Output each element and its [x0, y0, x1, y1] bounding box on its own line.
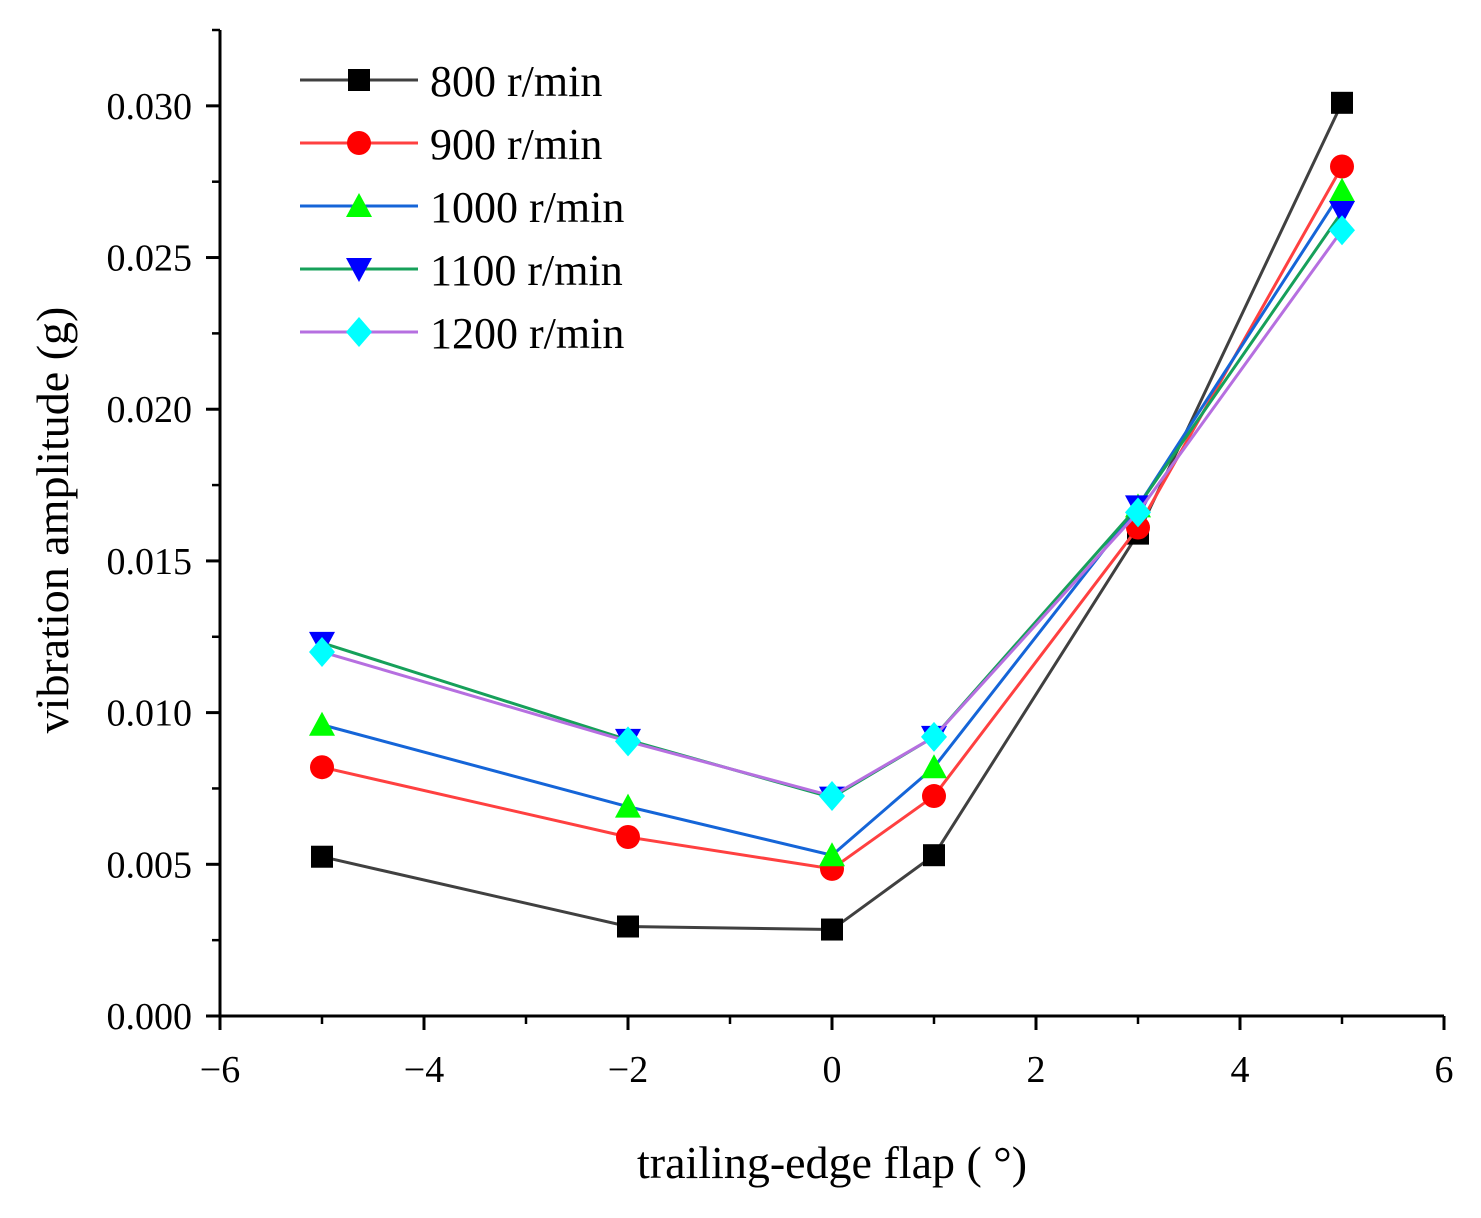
axes: −6 −4 −2 0 2 4 6 0.000 0.005 0.010 0.015 0.020 0.025…	[107, 28, 1454, 1091]
y-tick-label: 0.020	[107, 389, 193, 431]
data-point	[1126, 515, 1150, 540]
legend: 800 r/min 900 r/min 1000 r/min 1100 r/min 12…	[300, 57, 624, 358]
data-point	[821, 918, 843, 941]
legend-item: 1200 r/min	[300, 309, 624, 358]
series-800-r-min	[311, 91, 1353, 941]
legend-label: 900 r/min	[430, 120, 602, 169]
legend-label: 1000 r/min	[430, 183, 624, 232]
legend-item: 900 r/min	[300, 120, 602, 169]
x-tick-label: 6	[1435, 1049, 1454, 1091]
x-tick-label: 0	[823, 1049, 842, 1091]
data-point	[819, 842, 845, 867]
y-axis-title: vibration amplitude (g)	[27, 307, 78, 734]
x-tick-label: 4	[1231, 1049, 1250, 1091]
data-point	[616, 825, 640, 850]
legend-marker	[346, 193, 372, 217]
x-tick-label: −4	[404, 1049, 444, 1091]
legend-item: 1100 r/min	[300, 246, 623, 295]
legend-label: 800 r/min	[430, 57, 602, 106]
series-1200-r-min	[309, 215, 1355, 812]
series-line	[321, 102, 1344, 932]
series-layer	[309, 91, 1355, 941]
x-tick-label: −2	[608, 1049, 648, 1091]
legend-label: 1200 r/min	[430, 309, 624, 358]
legend-marker	[346, 258, 372, 282]
series-line	[321, 229, 1344, 798]
data-point	[1125, 497, 1151, 528]
data-point	[922, 784, 946, 809]
data-point	[923, 844, 945, 867]
y-tick-label: 0.030	[107, 86, 193, 128]
x-tick-label: 2	[1027, 1049, 1046, 1091]
legend-label: 1100 r/min	[430, 246, 623, 295]
data-point	[310, 755, 334, 780]
legend-marker	[347, 131, 371, 155]
data-point	[309, 711, 335, 736]
data-point	[1331, 91, 1353, 114]
data-point	[615, 726, 641, 757]
y-tick-label: 0.000	[107, 996, 193, 1038]
data-point	[1329, 215, 1355, 246]
data-point	[1329, 201, 1355, 226]
series-line	[321, 189, 1344, 857]
x-tick-label: −6	[200, 1049, 240, 1091]
data-point	[1329, 177, 1355, 202]
data-point	[921, 721, 947, 752]
series-line	[321, 211, 1344, 800]
legend-item: 800 r/min	[300, 57, 602, 106]
legend-marker	[346, 317, 372, 347]
y-tick-label: 0.010	[107, 693, 193, 735]
y-tick-label: 0.005	[107, 844, 193, 886]
data-point	[309, 636, 335, 667]
data-point	[921, 754, 947, 779]
data-point	[311, 845, 333, 868]
data-point	[819, 781, 845, 812]
x-axis-title: trailing-edge flap ( °)	[637, 1137, 1027, 1188]
legend-marker	[348, 69, 370, 91]
data-point	[615, 793, 641, 818]
data-point	[1330, 154, 1354, 179]
y-tick-label: 0.015	[107, 541, 193, 583]
y-tick-label: 0.025	[107, 238, 193, 280]
data-point	[617, 915, 639, 938]
legend-item: 1000 r/min	[300, 183, 624, 232]
